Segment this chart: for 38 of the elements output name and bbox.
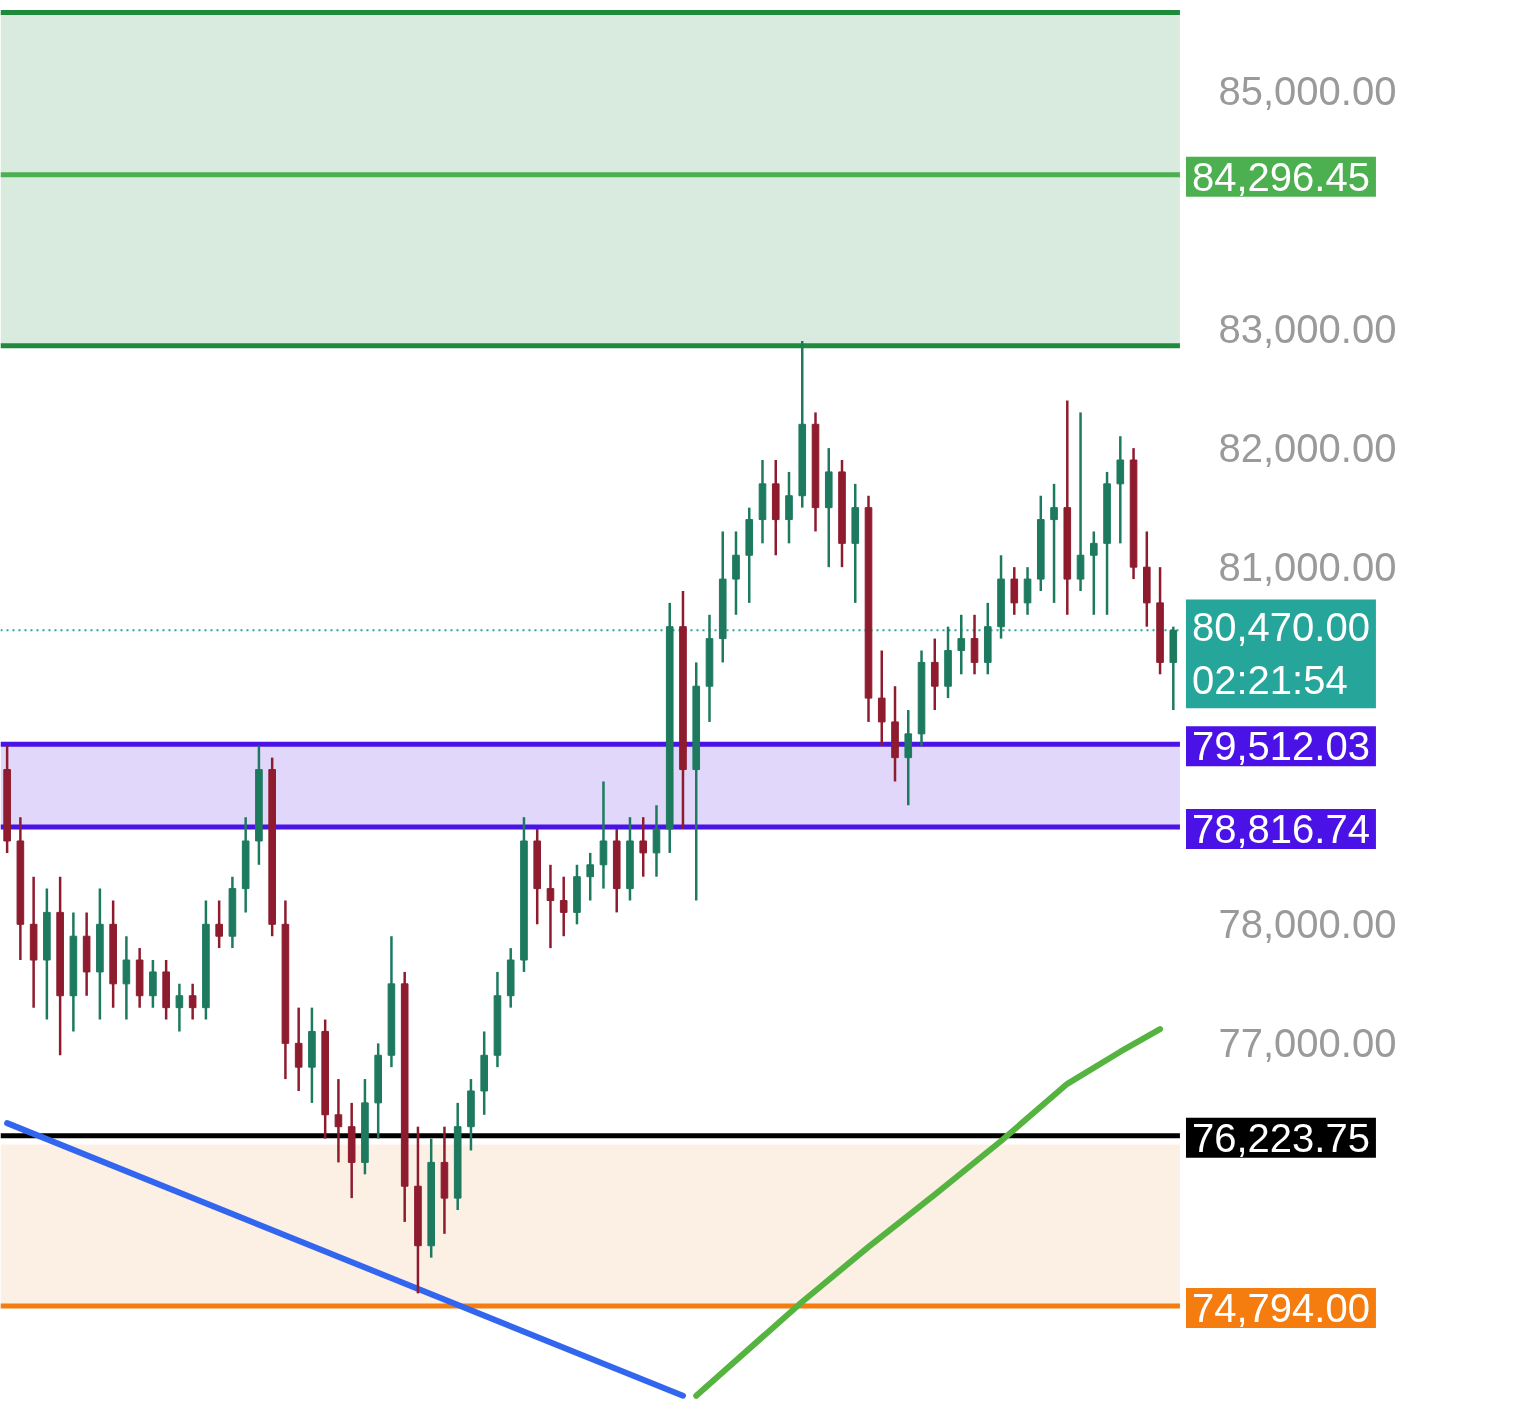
y-tick-label: 77,000.00 xyxy=(1218,1021,1397,1066)
ref-line-label: 84,296.45 xyxy=(1191,154,1370,199)
candlestick xyxy=(1116,434,1125,545)
candlestick xyxy=(904,708,913,807)
ref-line-label: 74,794.00 xyxy=(1191,1285,1370,1330)
ref-line-label: 76,223.75 xyxy=(1191,1115,1370,1160)
candlestick xyxy=(294,1006,303,1093)
candlestick xyxy=(1010,565,1019,617)
candlestick xyxy=(1076,411,1085,593)
candlestick xyxy=(1023,565,1032,617)
candlestick xyxy=(930,637,939,712)
candlestick xyxy=(652,804,661,878)
candlestick xyxy=(957,613,966,676)
candlestick xyxy=(188,982,197,1021)
candlestick xyxy=(639,815,648,878)
candlestick xyxy=(599,780,608,890)
candlestick xyxy=(149,958,157,1009)
candlestick xyxy=(586,851,595,902)
candlestick xyxy=(732,530,740,617)
ref-line-label: 80,470.00 02:21:54 xyxy=(1191,605,1370,703)
candlestick xyxy=(877,649,886,747)
candlestick xyxy=(546,863,555,950)
candlestick xyxy=(785,470,793,545)
candlestick xyxy=(122,934,131,1021)
candlestick xyxy=(215,899,223,950)
candlestick xyxy=(970,613,979,676)
candlestick xyxy=(559,875,568,938)
y-tick-label: 83,000.00 xyxy=(1218,307,1397,352)
candlestick xyxy=(334,1077,343,1164)
candlestick xyxy=(175,982,184,1033)
y-tick-label: 82,000.00 xyxy=(1218,426,1397,471)
y-tick-label: 85,000.00 xyxy=(1218,68,1397,113)
ref-line-label: 79,512.03 xyxy=(1191,724,1370,769)
candlestick xyxy=(1089,530,1098,617)
y-tick-label: 78,000.00 xyxy=(1218,902,1397,947)
ref-line-label: 78,816.74 xyxy=(1191,807,1370,852)
y-tick-label: 81,000.00 xyxy=(1218,545,1397,590)
candlestick xyxy=(1050,482,1058,605)
